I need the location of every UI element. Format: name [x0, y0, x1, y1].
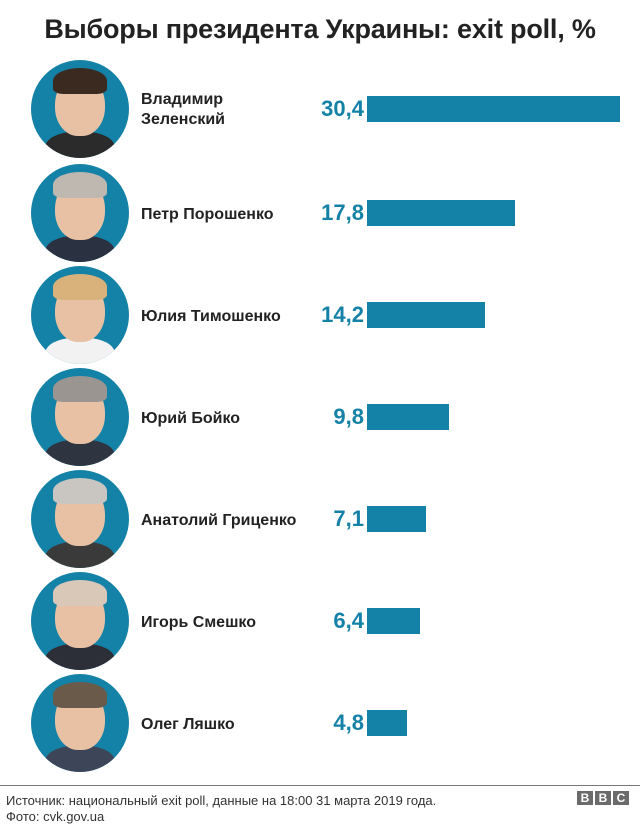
portrait-body — [45, 644, 115, 670]
candidate-name-line2: Зеленский — [141, 111, 226, 128]
candidate-row: Анатолий Гриценко 7,1 — [0, 468, 640, 570]
portrait-body — [45, 132, 115, 158]
candidate-row: Олег Ляшко 4,8 — [0, 672, 640, 774]
candidate-bar — [367, 404, 449, 430]
candidate-name-line1: Петр Порошенко — [141, 206, 274, 223]
candidate-bar — [367, 710, 407, 736]
footer-divider — [0, 785, 640, 786]
candidate-row: Владимир Зеленский 30,4 — [0, 58, 640, 160]
candidate-value: 14,2 — [321, 302, 364, 327]
portrait-hair — [53, 478, 107, 504]
candidate-portrait — [31, 470, 129, 568]
portrait-hair — [53, 682, 107, 708]
portrait-hair — [53, 376, 107, 402]
portrait-body — [45, 440, 115, 466]
portrait-body — [45, 338, 115, 364]
candidate-portrait — [31, 266, 129, 364]
candidate-portrait — [31, 572, 129, 670]
portrait-hair — [53, 580, 107, 606]
candidate-name: Юрий Бойко — [141, 409, 240, 429]
portrait-hair — [53, 172, 107, 198]
candidate-name: Владимир Зеленский — [141, 90, 225, 130]
portrait-hair — [53, 68, 107, 94]
photo-credit: Фото: cvk.gov.ua — [6, 809, 105, 824]
candidate-name: Петр Порошенко — [141, 205, 274, 225]
source-note: Источник: национальный exit poll, данные… — [6, 793, 436, 825]
portrait-body — [45, 542, 115, 568]
candidate-row: Петр Порошенко 17,8 — [0, 162, 640, 264]
candidate-portrait — [31, 674, 129, 772]
candidate-name-line1: Владимир — [141, 91, 224, 108]
candidate-bar — [367, 608, 420, 634]
candidate-value: 17,8 — [321, 200, 364, 225]
candidate-portrait — [31, 164, 129, 262]
candidate-portrait — [31, 60, 129, 158]
portrait-body — [45, 746, 115, 772]
candidate-name: Игорь Смешко — [141, 613, 256, 633]
candidate-row: Юрий Бойко 9,8 — [0, 366, 640, 468]
candidate-name: Анатолий Гриценко — [141, 511, 296, 531]
candidate-name-line1: Олег Ляшко — [141, 716, 235, 733]
bbc-logo: B B C — [577, 791, 629, 805]
candidate-name: Олег Ляшко — [141, 715, 235, 735]
chart-title: Выборы президента Украины: exit poll, % — [44, 14, 596, 44]
candidate-name: Юлия Тимошенко — [141, 307, 281, 327]
portrait-hair — [53, 274, 107, 300]
candidate-value: 9,8 — [333, 404, 364, 429]
candidate-row: Юлия Тимошенко 14,2 — [0, 264, 640, 366]
candidate-value: 6,4 — [333, 608, 364, 633]
candidate-portrait — [31, 368, 129, 466]
candidate-name-line1: Игорь Смешко — [141, 614, 256, 631]
portrait-body — [45, 236, 115, 262]
source-text: Источник: национальный exit poll, данные… — [6, 793, 437, 808]
candidate-row: Игорь Смешко 6,4 — [0, 570, 640, 672]
candidate-name-line1: Юрий Бойко — [141, 410, 241, 427]
candidate-value: 7,1 — [333, 506, 364, 531]
bbc-logo-c: C — [613, 791, 629, 805]
bbc-logo-b1: B — [577, 791, 593, 805]
candidate-name-line1: Юлия Тимошенко — [141, 308, 281, 325]
candidate-value: 4,8 — [333, 710, 364, 735]
candidate-name-line1: Анатолий Гриценко — [141, 512, 297, 529]
candidate-bar — [367, 96, 620, 122]
candidate-bar — [367, 200, 515, 226]
bbc-logo-b2: B — [595, 791, 611, 805]
candidate-value: 30,4 — [321, 96, 364, 121]
candidate-bar — [367, 506, 426, 532]
candidate-bar — [367, 302, 485, 328]
